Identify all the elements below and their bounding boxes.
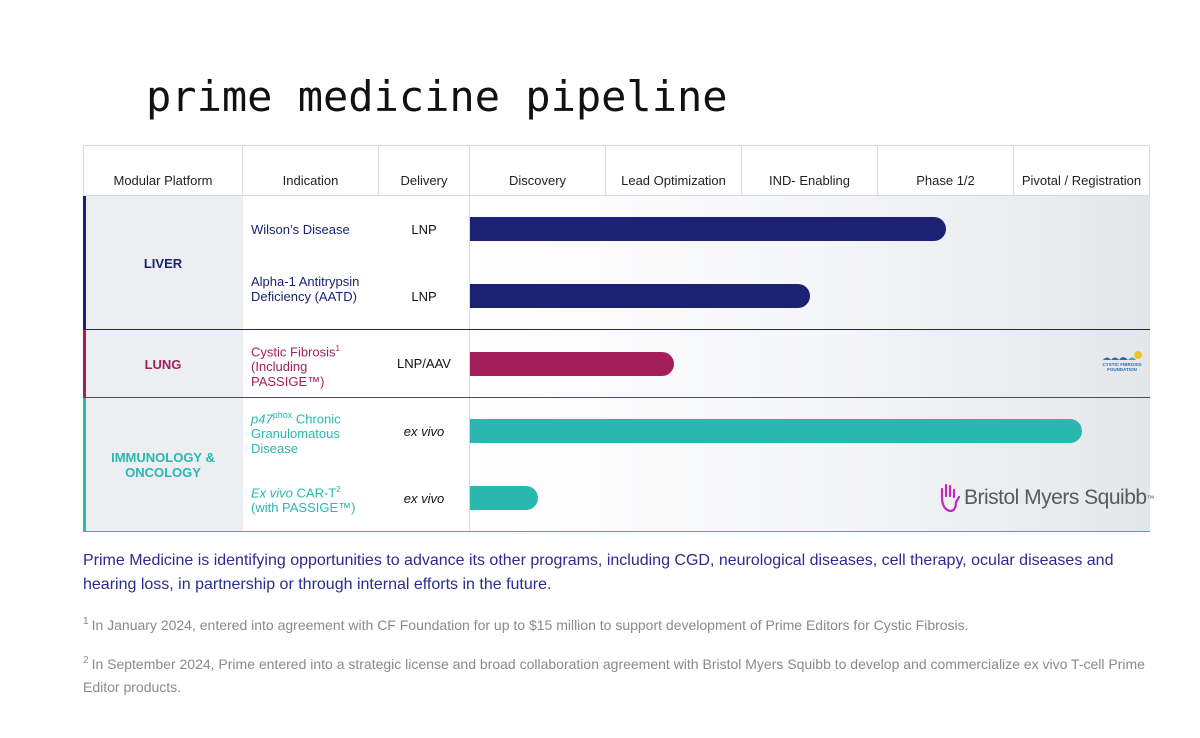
cff-logo-text: CYSTIC FIBROSIS FOUNDATION (1102, 362, 1142, 372)
header-platform: Modular Platform (83, 146, 243, 196)
cystic-fibrosis-foundation-logo: CYSTIC FIBROSIS FOUNDATION (1100, 350, 1144, 374)
bms-tm: ™ (1146, 493, 1155, 503)
indication-cgd-italic: p47 (251, 411, 273, 427)
footer-statement: Prime Medicine is identifying opportunit… (83, 552, 1114, 593)
header-stage-discovery: Discovery (470, 146, 606, 196)
footnote-2-number: 2 (83, 655, 89, 666)
indication-cart-mid: CAR-T (292, 485, 337, 501)
indication-cart-rest: (with PASSIGE™) (251, 500, 356, 516)
delivery-cgd: ex vivo (403, 424, 445, 439)
indication-cart-italic: Ex vivo (251, 485, 293, 501)
indication-cf-rest: (Including PASSIGE™) (251, 359, 325, 390)
indication-wilsons-disease: Wilson’s Disease (251, 222, 350, 237)
delivery-cystic-fibrosis: LNP/AAV (397, 356, 451, 371)
delivery-aatd: LNP (411, 289, 437, 304)
header-stage-ind-enabling: IND- Enabling (742, 146, 878, 196)
page-title: prime medicine pipeline (146, 72, 728, 121)
divider (83, 329, 1150, 330)
footnote-ref: 2 (336, 485, 341, 494)
group-immunology-oncology: IMMUNOLOGY & ONCOLOGY p47phox Chronic Gr… (83, 398, 1150, 532)
progress-bar-aatd (470, 284, 810, 308)
group-liver: LIVER Wilson’s Disease LNP Alpha-1 Antit… (83, 196, 1150, 330)
header-stage-phase-1-2: Phase 1/2 (878, 146, 1014, 196)
bms-hand-icon (940, 483, 960, 513)
table-header: Modular Platform Indication Delivery Dis… (83, 145, 1150, 196)
indication-cgd-rest: Chronic Granulomatous Disease (251, 411, 341, 457)
bms-logo-text: Bristol Myers Squibb (964, 486, 1147, 509)
group-accent (83, 196, 86, 330)
delivery-wilsons-disease: LNP (411, 222, 437, 237)
footnote-1-text: In January 2024, entered into agreement … (91, 617, 969, 633)
footnote-ref: 1 (335, 344, 340, 353)
divider (83, 531, 1150, 532)
group-accent (83, 330, 86, 398)
indication-cgd-sup: phox (272, 410, 293, 420)
divider (83, 397, 1150, 398)
group-accent (83, 398, 86, 532)
progress-bar-cystic-fibrosis (470, 352, 674, 376)
header-stage-lead-optimization: Lead Optimization (606, 146, 742, 196)
group-label-liver: LIVER (83, 196, 243, 330)
indication-cystic-fibrosis: Cystic Fibrosis1 (Including PASSIGE™) (251, 341, 377, 389)
indication-cf-name: Cystic Fibrosis (251, 344, 336, 360)
pipeline-table: Modular Platform Indication Delivery Dis… (83, 145, 1150, 532)
progress-bar-cgd (470, 419, 1082, 443)
header-delivery: Delivery (379, 146, 470, 196)
footnote-2-text: In September 2024, Prime entered into a … (83, 656, 1145, 695)
indication-aatd: Alpha-1 Antitrypsin Deficiency (AATD) (251, 274, 360, 304)
group-label-immunology-oncology: IMMUNOLOGY & ONCOLOGY (83, 398, 243, 532)
footnote-2: 2 In September 2024, Prime entered into a… (83, 649, 1158, 699)
footnote-1-number: 1 (83, 616, 89, 627)
bristol-myers-squibb-logo: Bristol Myers Squibb ™ (938, 482, 1155, 514)
divider (469, 196, 470, 532)
indication-cgd: p47phox Chronic Granulomatous Disease (251, 408, 377, 456)
header-indication: Indication (243, 146, 379, 196)
header-stage-pivotal: Pivotal / Registration (1014, 146, 1150, 196)
indication-car-t: Ex vivo CAR-T2 (with PASSIGE™) (251, 482, 377, 515)
delivery-car-t: ex vivo (403, 491, 445, 506)
group-lung: LUNG Cystic Fibrosis1 (Including PASSIGE… (83, 330, 1150, 398)
progress-bar-car-t (470, 486, 538, 510)
footnote-1: 1 In January 2024, entered into agreement… (83, 610, 1158, 637)
group-label-lung: LUNG (83, 330, 243, 398)
progress-bar-wilsons-disease (470, 217, 946, 241)
